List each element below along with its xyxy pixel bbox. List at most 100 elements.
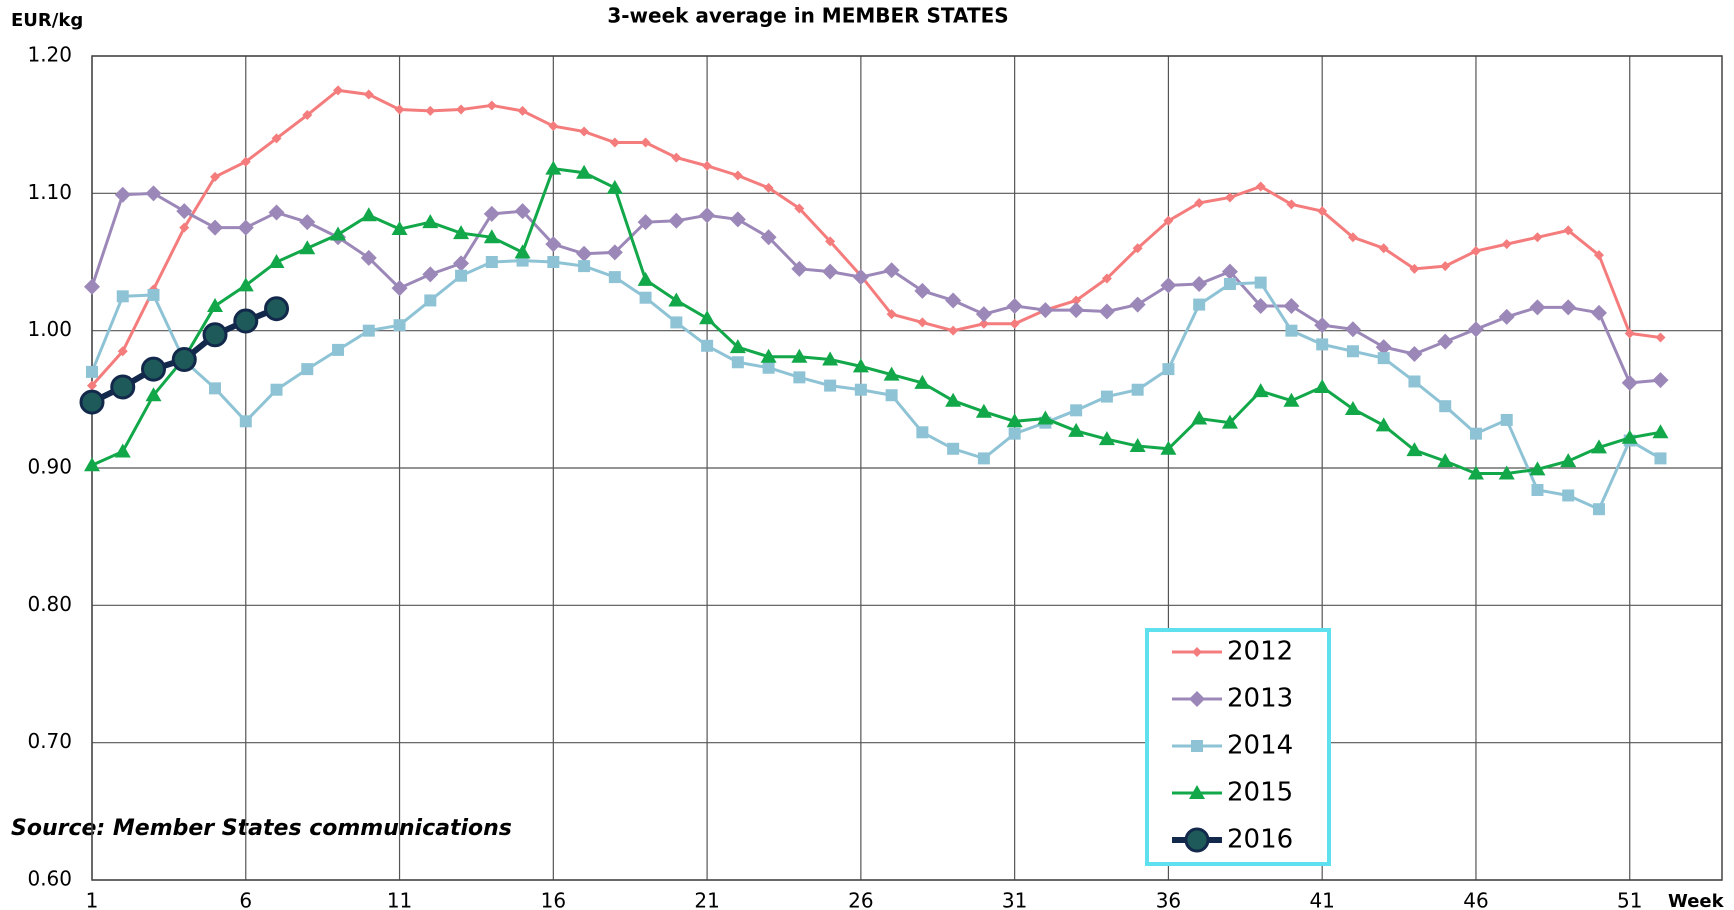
marker (1469, 427, 1482, 440)
marker (609, 137, 620, 148)
y-tick-label: 1.00 (27, 317, 72, 341)
marker (1221, 263, 1238, 280)
marker (1071, 295, 1082, 306)
marker (264, 296, 290, 322)
marker (762, 361, 775, 374)
marker (1347, 232, 1358, 243)
marker (791, 260, 808, 277)
marker (299, 214, 316, 231)
marker (299, 240, 316, 255)
marker (1163, 215, 1174, 226)
x-tick-label: 41 (1309, 889, 1334, 910)
marker (1252, 297, 1269, 314)
marker (791, 348, 808, 363)
marker (1467, 321, 1484, 338)
marker (453, 255, 470, 272)
marker (640, 137, 651, 148)
marker (699, 310, 716, 325)
marker (1314, 378, 1331, 393)
marker (670, 316, 683, 329)
marker (1252, 383, 1269, 398)
marker (639, 291, 652, 304)
x-tick-label: 26 (848, 889, 873, 910)
marker (391, 221, 408, 236)
marker (763, 182, 774, 193)
legend-label: 2012 (1227, 637, 1293, 667)
marker (1498, 308, 1515, 325)
marker (237, 277, 254, 292)
marker (917, 317, 928, 328)
marker (822, 263, 839, 280)
x-tick-label: 21 (694, 889, 719, 910)
marker (1440, 261, 1451, 272)
marker (1189, 785, 1205, 799)
marker (516, 254, 529, 267)
marker (1255, 181, 1266, 192)
marker (1377, 352, 1390, 365)
marker (1498, 465, 1515, 480)
marker (1592, 503, 1605, 516)
marker (1191, 275, 1208, 292)
marker (362, 324, 375, 337)
marker (1590, 439, 1607, 454)
marker (176, 203, 193, 220)
series-line (90, 88, 1661, 387)
legend-label: 2014 (1227, 731, 1293, 761)
marker (1098, 431, 1115, 446)
marker (1160, 277, 1177, 294)
legend-label: 2016 (1227, 825, 1293, 855)
marker (1129, 296, 1146, 313)
marker (456, 104, 467, 115)
marker (977, 452, 990, 465)
marker (1590, 304, 1607, 321)
marker (202, 322, 228, 348)
marker (1285, 324, 1298, 337)
marker (702, 160, 713, 171)
marker (209, 382, 222, 395)
marker (883, 366, 900, 381)
x-tick-label: 46 (1463, 889, 1488, 910)
marker (330, 226, 347, 241)
marker (1531, 483, 1544, 496)
marker (1006, 297, 1023, 314)
marker (1654, 452, 1667, 465)
marker (729, 211, 746, 228)
marker (179, 222, 190, 233)
marker (394, 104, 405, 115)
marker (1621, 374, 1638, 391)
marker (360, 249, 377, 266)
marker (1346, 345, 1359, 358)
marker (671, 152, 682, 163)
annotation: Source: Member States communications (11, 816, 512, 841)
marker (545, 160, 562, 175)
marker (914, 374, 931, 389)
marker (239, 415, 252, 428)
marker (1162, 363, 1175, 376)
marker (1375, 417, 1392, 432)
marker (84, 278, 100, 295)
marker (1560, 299, 1577, 316)
marker (514, 203, 531, 220)
marker (1529, 461, 1546, 476)
marker (1286, 199, 1297, 210)
marker (210, 171, 221, 182)
marker (701, 339, 714, 352)
marker (268, 254, 285, 268)
x-tick-label: 6 (239, 889, 252, 910)
y-tick-label: 0.90 (27, 455, 72, 479)
marker (1193, 298, 1206, 311)
marker (975, 403, 992, 418)
series-line (90, 191, 1661, 385)
marker (1008, 427, 1021, 440)
marker (145, 387, 162, 402)
marker (854, 383, 867, 396)
marker (1406, 346, 1423, 363)
marker (822, 351, 839, 366)
marker (1317, 206, 1328, 217)
marker (1283, 392, 1300, 407)
marker (1560, 453, 1577, 468)
marker (1437, 333, 1454, 350)
marker (1501, 239, 1512, 250)
marker (1532, 232, 1543, 243)
marker (391, 280, 408, 297)
